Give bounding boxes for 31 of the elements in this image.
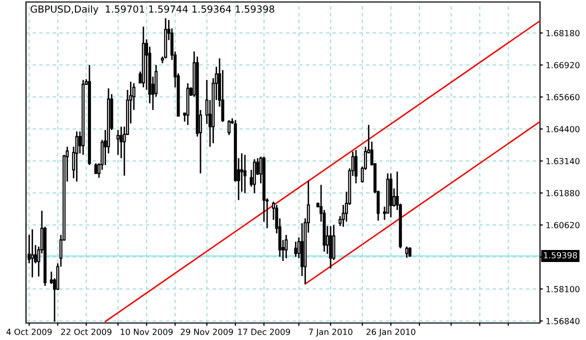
y-tick-label: 1.61880 [546, 190, 580, 196]
candlestick [284, 234, 288, 259]
x-tick-label: 26 Jan 2010 [366, 328, 416, 337]
y-tick-label: 1.63140 [546, 158, 580, 164]
y-tick-label: 1.56840 [546, 318, 580, 324]
x-tick-label: 4 Oct 2009 [6, 328, 52, 336]
y-tick-label: 1.58100 [546, 286, 580, 292]
y-tick-label: 1.65660 [546, 94, 580, 100]
candlestick [94, 162, 98, 175]
candlestick [329, 225, 332, 270]
candlestick [228, 119, 231, 136]
x-tick-label: 29 Nov 2009 [180, 328, 233, 336]
candlestick [408, 246, 412, 258]
y-tick-label: 1.68180 [546, 30, 580, 36]
candlestick [75, 130, 78, 182]
x-tick-label: 10 Nov 2009 [120, 328, 173, 336]
candlestick [354, 149, 358, 184]
x-tick-label: 22 Oct 2009 [61, 328, 112, 336]
ref-line-label: 1.59398 [544, 252, 577, 258]
x-tick-label: 7 Jan 2010 [308, 328, 352, 337]
candlestick [294, 241, 298, 258]
y-tick-label: 1.64400 [546, 126, 580, 132]
candlestick [405, 246, 408, 258]
y-tick-label: 1.66920 [546, 62, 580, 68]
chart-title: GBPUSD,Daily 1.59701 1.59744 1.59364 1.59398 [30, 5, 274, 15]
candlestick [243, 154, 246, 194]
y-tick-label: 1.60620 [546, 222, 580, 228]
candlestick [30, 228, 34, 278]
candlestick [116, 129, 120, 156]
candlestick [252, 158, 256, 194]
x-tick-label: 17 Dec 2009 [238, 328, 290, 336]
